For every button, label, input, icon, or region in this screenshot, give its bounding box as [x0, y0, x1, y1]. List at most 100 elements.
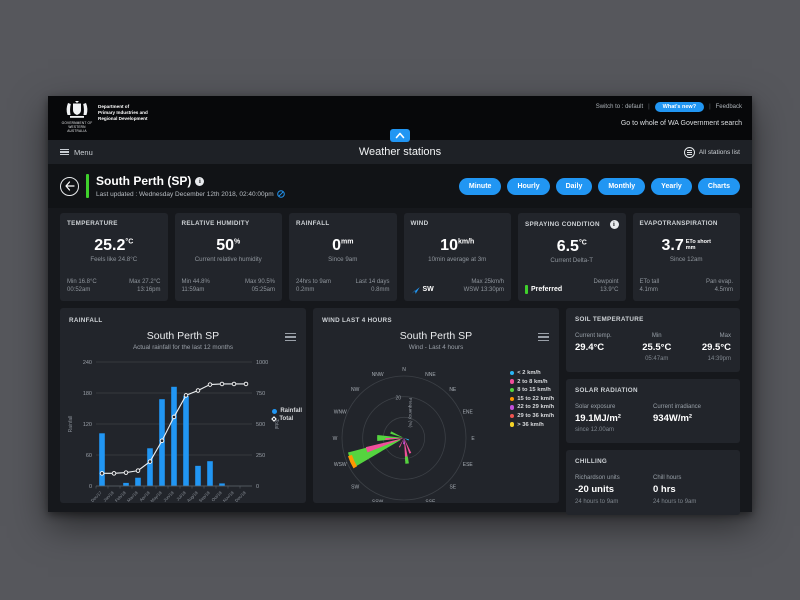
- compass-labels: NNNENEENEEESESESSESSSWSWWSWWWNWNWNNW: [333, 367, 476, 502]
- max-temp: Max 27.2°C 13:16pm: [129, 278, 161, 294]
- menu-label: Menu: [74, 147, 93, 157]
- diamond-marker-icon: [271, 416, 278, 422]
- link-icon[interactable]: [276, 190, 285, 198]
- circle-marker-icon: [509, 422, 515, 427]
- svg-text:Jan/18: Jan/18: [102, 490, 115, 502]
- wind-wedge[interactable]: [404, 456, 409, 464]
- wind-rose-chart[interactable]: NNNENEENEEESESESSESSSWSWWSWWWNWNWNNWFreq…: [313, 354, 559, 502]
- rainfall-card[interactable]: RAINFALL 0mm Since 9am 24hrs to 9am 0.2mm…: [289, 213, 397, 301]
- wind-wedge[interactable]: [365, 438, 404, 453]
- chill-hours: Chill hours 0 hrs 24 hours to 9am: [653, 475, 697, 505]
- station-info-icon[interactable]: i: [195, 176, 205, 186]
- svg-text:N: N: [402, 367, 406, 373]
- switch-to-link[interactable]: Switch to : default: [595, 104, 644, 110]
- legend-item-rainfall[interactable]: Rainfall: [272, 408, 302, 414]
- svg-text:Total: Total: [273, 419, 279, 430]
- svg-text:WSW: WSW: [334, 462, 347, 468]
- wind-wedge[interactable]: [390, 431, 404, 438]
- chart-export-menu-icon[interactable]: [285, 333, 296, 341]
- rainfall-chart[interactable]: 0 0 60 250 120 500 180 750 240 1000 Rainfall Total D…: [60, 354, 306, 502]
- card-title: SOIL TEMPERATURE: [575, 316, 644, 323]
- svg-text:250: 250: [256, 453, 265, 459]
- max-humidity: Max 90.5% 05:25am: [244, 278, 275, 294]
- richardson-units: Richardson units -20 units 24 hours to 9…: [575, 475, 620, 505]
- card-title: SOLAR RADIATION: [575, 387, 638, 394]
- temperature-card[interactable]: TEMPERATURE 25.2°C Feels like 24.8°C Min…: [60, 213, 168, 301]
- solar-radiation-card[interactable]: SOLAR RADIATION Solar exposure 19.1MJ/m²…: [566, 379, 740, 444]
- minute-button[interactable]: Minute: [458, 177, 502, 195]
- humidity-card[interactable]: RELATIVE HUMIDITY 50% Current relative h…: [174, 213, 282, 301]
- wind-wedge[interactable]: [404, 438, 409, 441]
- card-title: RAINFALL: [296, 220, 330, 227]
- circle-marker-icon: [509, 379, 515, 384]
- card-title: EVAPOTRANSPIRATION: [639, 220, 718, 227]
- wind-wedge[interactable]: [398, 438, 404, 448]
- wind-wedge[interactable]: [385, 438, 404, 440]
- wind-legend-item[interactable]: 29 to 36 km/h: [509, 413, 554, 419]
- rain-bar[interactable]: [147, 448, 153, 486]
- wa-gov-search-link[interactable]: Go to whole of WA Government search: [620, 120, 742, 127]
- svg-text:180: 180: [83, 391, 92, 397]
- menu-button[interactable]: Menu: [60, 148, 93, 157]
- all-stations-list-button[interactable]: All stations list: [683, 146, 740, 158]
- charts-button[interactable]: Charts: [697, 177, 740, 195]
- rain-bar[interactable]: [99, 433, 105, 486]
- wind-legend-item[interactable]: 22 to 29 km/h: [509, 404, 554, 410]
- monthly-button[interactable]: Monthly: [598, 177, 646, 195]
- svg-text:WNW: WNW: [334, 409, 347, 415]
- svg-text:NNW: NNW: [372, 372, 384, 378]
- legend-item-total[interactable]: Total: [271, 416, 302, 422]
- rain-bar[interactable]: [219, 483, 225, 486]
- time-range-buttons: Minute Hourly Daily Monthly Yearly Chart…: [458, 177, 740, 195]
- svg-text:Sep/18: Sep/18: [198, 490, 211, 502]
- soil-current: Current temp. 29.4°C: [575, 333, 612, 353]
- rain-bar[interactable]: [207, 461, 213, 486]
- spraying-card[interactable]: SPRAYING CONDITION i 6.5°C Current Delta…: [518, 213, 626, 301]
- wind-wedge[interactable]: [347, 439, 401, 468]
- daily-button[interactable]: Daily: [555, 177, 593, 195]
- card-title: TEMPERATURE: [67, 220, 118, 227]
- rain-bar[interactable]: [135, 477, 141, 486]
- wind-wedge[interactable]: [403, 438, 405, 445]
- wind-legend-item[interactable]: < 2 km/h: [509, 370, 554, 376]
- chart-export-menu-icon[interactable]: [538, 333, 549, 341]
- delta-t-value: 6.5°C: [556, 237, 587, 255]
- circle-marker-icon: [509, 405, 515, 410]
- wind-wedge[interactable]: [404, 438, 412, 454]
- rain-bar[interactable]: [171, 386, 177, 486]
- svg-text:NW: NW: [351, 387, 360, 393]
- card-title: WIND: [410, 220, 429, 227]
- wind-legend-item[interactable]: 15 to 22 km/h: [509, 396, 554, 402]
- evapotranspiration-card[interactable]: EVAPOTRANSPIRATION 3.7 ETo short mm Since…: [632, 213, 740, 301]
- svg-text:60: 60: [86, 453, 92, 459]
- wa-crest-icon: [66, 101, 88, 118]
- wind-legend-item[interactable]: 2 to 8 km/h: [509, 379, 554, 385]
- svg-text:20: 20: [395, 396, 401, 402]
- dpird-logo[interactable]: GOVERNMENT OF WESTERN AUSTRALIA Departme…: [60, 100, 148, 134]
- rain-bar[interactable]: [183, 396, 189, 486]
- yearly-button[interactable]: Yearly: [651, 177, 692, 195]
- dewpoint: Dewpoint 13.9°C: [593, 278, 619, 294]
- circle-marker-icon: [509, 413, 515, 419]
- soil-temperature-card[interactable]: SOIL TEMPERATURE Current temp. 29.4°C Mi…: [566, 308, 740, 372]
- svg-text:ESE: ESE: [463, 462, 474, 468]
- rain-bar[interactable]: [123, 482, 129, 486]
- wind-legend-item[interactable]: 8 to 15 km/h: [509, 387, 554, 393]
- spraying-info-icon[interactable]: i: [609, 220, 619, 229]
- hourly-button[interactable]: Hourly: [507, 177, 550, 195]
- summary-cards-row: TEMPERATURE 25.2°C Feels like 24.8°C Min…: [60, 213, 740, 301]
- whats-new-button[interactable]: What's new?: [654, 102, 705, 112]
- temperature-value: 25.2°C: [94, 236, 134, 254]
- feels-like: Feels like 24.8°C: [90, 255, 138, 263]
- wind-wedge[interactable]: [404, 438, 409, 461]
- feedback-link[interactable]: Feedback: [715, 104, 742, 110]
- wind-wedge[interactable]: [347, 454, 358, 469]
- rain-bar[interactable]: [195, 465, 201, 486]
- scroll-top-button[interactable]: [390, 129, 410, 142]
- card-title: CHILLING: [575, 458, 608, 466]
- back-button[interactable]: [60, 176, 79, 196]
- circle-marker-icon: [509, 370, 515, 376]
- wind-card[interactable]: WIND 10km/h 10min average at 3m SW Max 2…: [403, 213, 511, 301]
- wind-legend-item[interactable]: > 36 km/h: [509, 422, 554, 428]
- chilling-card[interactable]: CHILLING Richardson units -20 units 24 h…: [566, 450, 740, 515]
